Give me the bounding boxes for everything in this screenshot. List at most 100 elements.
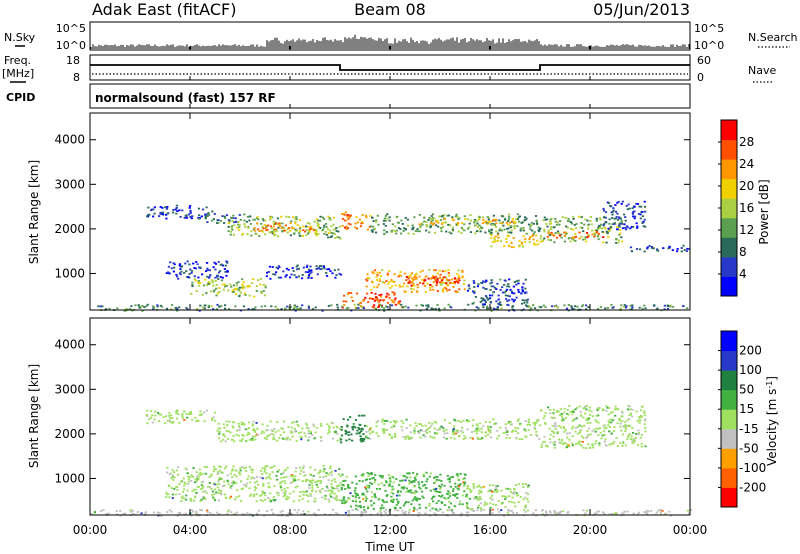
data-cell xyxy=(383,432,386,435)
data-cell xyxy=(284,482,287,485)
data-cell xyxy=(361,221,364,223)
data-cell xyxy=(239,473,242,476)
data-cell xyxy=(602,236,605,238)
data-cell xyxy=(254,481,257,484)
data-cell xyxy=(279,484,282,487)
data-cell xyxy=(487,425,490,428)
velocity-ylabel: Slant Range [km] xyxy=(27,364,41,468)
data-cell xyxy=(482,304,485,306)
data-cell xyxy=(484,288,487,290)
data-cell xyxy=(621,200,624,203)
data-cell xyxy=(233,498,237,501)
data-cell xyxy=(376,274,379,276)
data-cell xyxy=(528,424,531,426)
data-cell xyxy=(355,508,358,510)
y-tick-label: 1000 xyxy=(54,471,85,485)
data-cell xyxy=(629,413,632,416)
data-cell xyxy=(333,233,336,236)
data-cell xyxy=(404,291,408,293)
data-cell xyxy=(218,287,221,289)
data-cell xyxy=(371,217,374,219)
data-cell xyxy=(440,495,443,498)
data-cell xyxy=(401,479,404,482)
data-cell xyxy=(390,229,393,232)
data-cell xyxy=(217,219,220,221)
data-cell xyxy=(194,513,198,515)
data-cell xyxy=(247,431,250,434)
data-cell xyxy=(305,266,308,268)
data-cell xyxy=(384,215,387,217)
data-cell xyxy=(231,425,234,428)
data-cell xyxy=(468,226,471,229)
data-cell xyxy=(314,500,317,503)
data-cell xyxy=(248,481,252,484)
data-cell xyxy=(507,294,510,297)
data-cell xyxy=(555,410,558,413)
data-cell xyxy=(361,306,364,309)
data-cell xyxy=(279,224,282,227)
data-cell xyxy=(484,301,487,303)
data-cell xyxy=(281,226,284,229)
data-cell xyxy=(549,218,552,221)
data-cell xyxy=(560,439,564,442)
data-cell xyxy=(123,309,126,312)
data-cell xyxy=(513,501,516,504)
data-cell xyxy=(602,224,605,227)
data-cell xyxy=(510,509,513,512)
data-cell xyxy=(395,420,398,423)
data-cell xyxy=(496,240,499,242)
data-cell xyxy=(578,405,581,408)
data-cell xyxy=(488,229,491,232)
data-cell xyxy=(573,307,576,310)
data-cell xyxy=(444,504,447,506)
data-cell xyxy=(309,430,312,433)
data-cell xyxy=(569,411,572,413)
data-cell xyxy=(512,511,515,514)
data-cell xyxy=(495,222,498,225)
nsearch-label: N.Search xyxy=(748,31,798,44)
data-cell xyxy=(425,432,428,434)
data-cell xyxy=(228,308,231,310)
data-cell xyxy=(179,273,182,276)
data-cell xyxy=(370,491,373,494)
data-cell xyxy=(237,425,241,427)
data-cell xyxy=(252,429,255,432)
data-cell xyxy=(556,512,559,514)
data-cell xyxy=(207,304,210,307)
data-cell xyxy=(362,473,365,476)
data-cell xyxy=(511,218,514,220)
data-cell xyxy=(530,433,533,436)
data-cell xyxy=(229,495,233,498)
data-cell xyxy=(608,513,611,516)
data-cell xyxy=(643,410,646,413)
data-cell xyxy=(566,413,569,415)
data-cell xyxy=(339,237,342,240)
data-cell xyxy=(535,430,538,433)
data-cell xyxy=(171,422,174,424)
data-cell xyxy=(451,510,454,513)
data-cell xyxy=(202,496,205,499)
data-cell xyxy=(611,223,614,225)
data-cell xyxy=(403,272,407,275)
data-cell xyxy=(194,496,197,499)
data-cell xyxy=(571,427,574,430)
data-cell xyxy=(232,465,235,468)
data-cell xyxy=(490,279,493,281)
data-cell xyxy=(327,268,331,270)
data-cell xyxy=(167,265,170,268)
data-cell xyxy=(436,476,439,478)
data-cell xyxy=(555,512,558,515)
data-cell xyxy=(514,224,517,227)
data-cell xyxy=(332,228,335,231)
data-cell xyxy=(482,425,485,428)
data-cell xyxy=(570,306,573,309)
data-cell xyxy=(381,475,384,477)
data-cell xyxy=(255,480,258,483)
data-cell xyxy=(374,479,377,481)
data-cell xyxy=(553,443,556,446)
data-cell xyxy=(379,510,382,512)
data-cell xyxy=(221,264,225,267)
data-cell xyxy=(375,220,378,223)
data-cell xyxy=(405,279,408,281)
data-cell xyxy=(354,492,357,494)
